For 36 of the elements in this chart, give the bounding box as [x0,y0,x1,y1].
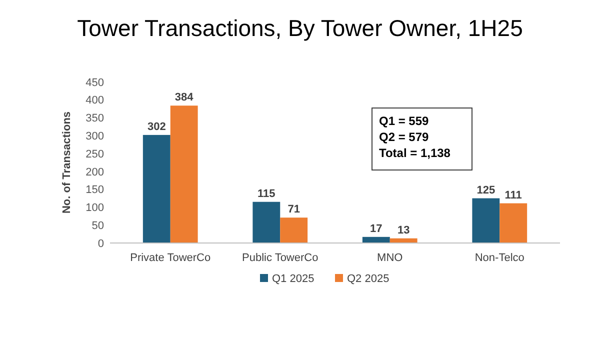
bar [362,236,390,243]
chart-title: Tower Transactions, By Tower Owner, 1H25 [77,15,523,41]
y-tick-label: 150 [86,184,104,196]
bar [252,202,280,243]
x-tick-label: Private TowerCo [130,252,211,264]
bar [472,198,500,243]
y-tick-label: 300 [86,130,104,143]
y-tick-label: 100 [86,202,104,214]
data-label: 111 [504,189,522,202]
y-tick-label: 450 [86,76,104,89]
y-tick-label: 400 [86,94,104,107]
annotation: Q1 = 559 [379,114,430,128]
bar [142,134,170,243]
y-tick-label: 0 [98,238,104,250]
bar [500,203,528,243]
legend-label: Q2 2025 [347,273,390,285]
data-label: 115 [258,188,276,200]
y-tick-label: 350 [86,112,104,125]
bar [280,218,308,243]
y-axis-title: No. of Transactions [61,111,73,214]
data-label: 71 [288,204,300,216]
legend-label: Q1 2025 [272,273,314,285]
data-label: 17 [370,222,382,235]
annotation: Q2 = 579 [379,130,430,144]
data-label: 125 [476,184,496,196]
y-tick-label: 200 [86,166,104,178]
x-tick-label: Public TowerCo [242,252,318,264]
y-tick-label: 50 [92,220,104,232]
y-tick-label: 250 [86,148,104,160]
x-tick-label: Non-Telco [474,252,524,264]
data-label: 302 [147,120,166,133]
data-label: 384 [174,92,194,104]
annotation: Total = 1,138 [379,146,451,160]
bar [170,106,198,243]
x-tick-label: MNO [377,252,404,264]
data-label: 13 [397,224,410,236]
